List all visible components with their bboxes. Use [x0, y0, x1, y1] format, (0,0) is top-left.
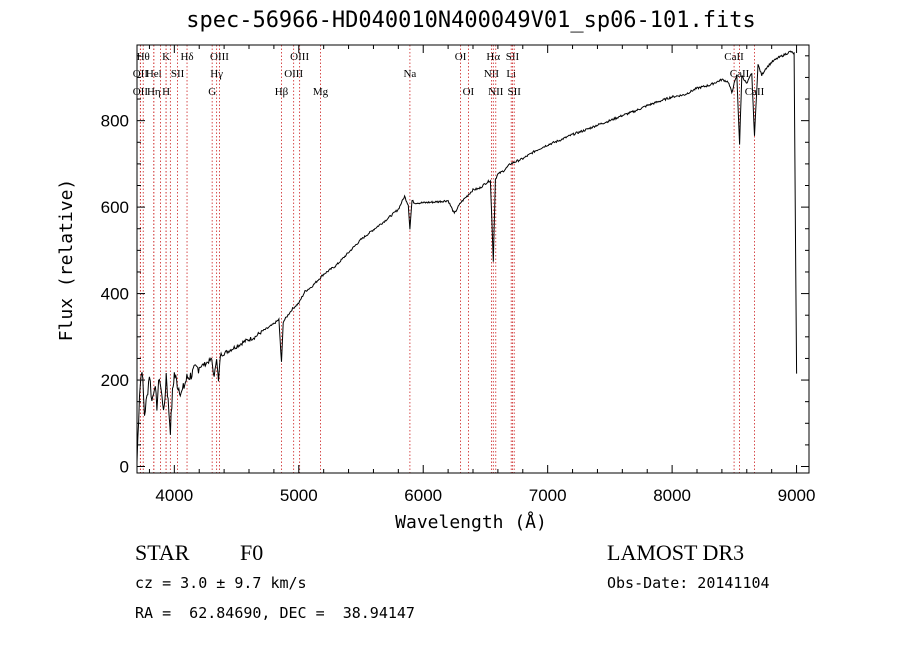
- x-tick-label: 8000: [653, 486, 691, 505]
- spectral-line-label: SII: [506, 51, 520, 63]
- survey-name: LAMOST DR3: [607, 540, 745, 565]
- coordinates: RA = 62.84690, DEC = 38.94147: [135, 604, 415, 622]
- x-tick-label: 9000: [778, 486, 816, 505]
- x-tick-label: 7000: [529, 486, 567, 505]
- chart-title: spec-56966-HD040010N400049V01_sp06-101.f…: [186, 8, 756, 33]
- y-tick-label: 200: [101, 371, 129, 390]
- y-tick-label: 600: [101, 198, 129, 217]
- spectral-line-label: Li: [506, 68, 516, 80]
- spectral-line-label: CaII: [724, 51, 744, 63]
- x-tick-label: 5000: [280, 486, 318, 505]
- y-tick-label: 400: [101, 285, 129, 304]
- spectral-line-label: Hγ: [210, 68, 223, 80]
- spectral-line-label: NII: [488, 86, 504, 98]
- observation-date: Obs-Date: 20141104: [607, 574, 770, 592]
- spectral-line-label: OI: [463, 86, 475, 98]
- spectrum-line: [136, 50, 798, 463]
- spectral-line-label: SII: [171, 68, 185, 80]
- spectral-line-label: OIII: [210, 51, 229, 63]
- spectral-line-label: Hβ: [275, 86, 289, 98]
- spectral-line-label: Na: [403, 68, 416, 80]
- spectral-line-label: Hη: [147, 86, 161, 98]
- spectral-line-label: SII: [507, 86, 521, 98]
- spectral-line-label: OI: [455, 51, 467, 63]
- x-tick-label: 4000: [155, 486, 193, 505]
- spectral-line-label: CaII: [730, 68, 750, 80]
- object-subclass: F0: [240, 540, 264, 565]
- spectral-line-label: Mg: [313, 86, 329, 98]
- object-class: STAR: [135, 540, 190, 565]
- x-tick-label: 6000: [404, 486, 442, 505]
- plot-frame: [136, 44, 810, 474]
- y-axis-label: Flux (relative): [56, 179, 77, 342]
- redshift-velocity: cz = 3.0 ± 9.7 km/s: [135, 574, 307, 592]
- spectrum-curve-layer: [136, 50, 798, 463]
- x-axis-label: Wavelength (Å): [395, 511, 547, 533]
- axis-ticks-layer: 4000 5000 6000 7000 8000 9000 0 200 400 600 800: [101, 45, 816, 505]
- y-tick-label: 0: [120, 458, 129, 477]
- y-tick-label: 800: [101, 112, 129, 131]
- spectral-line-label: CaII: [745, 86, 765, 98]
- spectral-line-label: H: [162, 86, 170, 98]
- spectral-line-label: Hθ: [137, 51, 150, 63]
- spectral-line-label: Hδ: [180, 51, 193, 63]
- spectral-line-label: G: [208, 86, 216, 98]
- spectral-line-label: OIII: [284, 68, 303, 80]
- spectral-line-label: OIII: [290, 51, 309, 63]
- spectral-line-label: Hα: [486, 51, 500, 63]
- spectral-lines-layer: HθOIIOIIHelHηKHSIIHδGHγOIIIHβOIIIOIIIMgN…: [133, 45, 765, 473]
- spectral-line-label: NII: [484, 68, 500, 80]
